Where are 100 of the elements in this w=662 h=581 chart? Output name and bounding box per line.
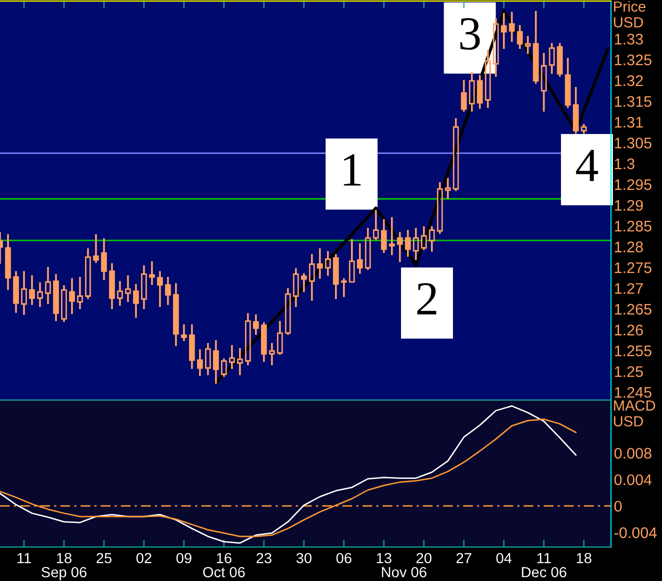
candlestick	[141, 265, 147, 310]
candlestick	[492, 18, 499, 77]
y-axis-title: MACD USD	[614, 400, 656, 426]
candlestick	[101, 238, 107, 280]
text: Nov 06	[382, 566, 426, 578]
y-tick-label: 1.25	[614, 366, 643, 378]
candlestick	[165, 276, 171, 305]
candlestick	[452, 118, 459, 192]
y-tick-label: 1.275	[614, 262, 652, 274]
y-tick-label: 1.265	[614, 304, 652, 315]
candlestick	[181, 324, 187, 342]
candlestick	[428, 226, 435, 252]
x-tick-label: 13	[376, 552, 392, 564]
candlestick	[93, 234, 99, 263]
candlestick	[508, 12, 515, 42]
x-tick-label: 11	[18, 553, 31, 564]
y-tick-label: 1.255	[614, 345, 652, 356]
candlestick	[484, 50, 491, 108]
x-tick-label: 09	[176, 552, 192, 564]
annotation: 1	[344, 154, 361, 186]
y-tick-label: 1.26	[614, 324, 643, 336]
candlestick	[109, 263, 115, 310]
candlestick	[213, 340, 219, 384]
candlestick	[308, 254, 315, 301]
candlestick	[356, 243, 363, 274]
x-tick-label: 16	[216, 552, 232, 564]
candlestick	[61, 285, 67, 322]
y-tick-label: 0.004	[614, 474, 652, 486]
candlestick	[516, 25, 523, 49]
candlestick	[157, 271, 163, 307]
candlestick	[532, 10, 539, 84]
x-tick-label: 27	[456, 552, 472, 564]
candlestick	[197, 349, 203, 376]
annotation: 3	[460, 18, 480, 50]
candlestick	[53, 274, 59, 322]
candlestick	[276, 320, 283, 355]
x-tick-label: 04	[496, 552, 512, 564]
candlestick	[300, 273, 307, 292]
candlestick	[348, 239, 355, 283]
candlestick	[324, 251, 331, 276]
y-tick-label: 1.32	[614, 75, 643, 86]
candlestick	[189, 324, 195, 369]
candlestick	[173, 283, 179, 346]
candlestick	[37, 282, 43, 307]
x-tick-label: 30	[296, 552, 312, 564]
candlestick	[29, 275, 35, 305]
candlestick	[13, 271, 19, 313]
text: Sep 06	[42, 566, 86, 580]
y-tick-label: 1.295	[614, 179, 652, 190]
x-tick-label: 23	[256, 552, 272, 564]
candlestick	[69, 278, 75, 314]
y-tick-label: 1.33	[614, 34, 643, 45]
candlestick	[292, 268, 299, 307]
x-tick-label: 06	[336, 552, 352, 564]
candlestick	[372, 210, 379, 240]
y-tick-label: 1.245	[614, 386, 652, 398]
candlestick	[524, 36, 531, 54]
text: Oct 06	[203, 566, 245, 578]
y-tick-label: 1.305	[614, 138, 652, 148]
y-tick-label: 0.008	[614, 448, 652, 459]
x-tick-label: 11	[537, 553, 551, 564]
candlestick	[460, 80, 467, 112]
candlestick	[149, 261, 155, 285]
candlestick	[244, 313, 251, 366]
candlestick	[229, 345, 235, 369]
candlestick	[332, 254, 339, 300]
candlestick	[476, 74, 483, 109]
candlestick	[284, 288, 291, 335]
y-tick-label: 1.285	[614, 220, 652, 232]
x-tick-label: 18	[56, 552, 72, 564]
candlestick	[117, 281, 123, 306]
y-tick-label: 1.29	[614, 200, 643, 211]
candlestick	[85, 248, 91, 300]
candlestick	[205, 343, 211, 376]
candlestick	[133, 284, 139, 318]
y-axis-title: Price USD	[614, 1, 646, 28]
candlestick	[436, 182, 443, 234]
candlestick	[268, 343, 275, 366]
candlestick	[21, 271, 27, 315]
y-tick-label: 1.3	[614, 158, 634, 170]
candlestick	[468, 72, 475, 112]
candlestick	[45, 266, 51, 304]
x-tick-label: 25	[96, 552, 112, 564]
candlestick	[236, 348, 243, 376]
annotation: 4	[576, 150, 598, 181]
y-tick-label: -0.004	[614, 527, 657, 538]
y-tick-label: 0	[614, 500, 622, 512]
candlestick	[412, 228, 419, 260]
candlestick	[316, 248, 323, 279]
candlestick	[548, 42, 555, 74]
y-tick-label: 1.28	[614, 242, 643, 252]
candlestick	[420, 226, 427, 250]
candlestick	[221, 358, 227, 377]
y-tick-label: 1.31	[614, 116, 643, 128]
candlestick	[77, 276, 83, 310]
candlestick	[364, 228, 371, 270]
candlestick	[125, 275, 131, 302]
candlestick	[5, 234, 11, 290]
x-tick-label: 18	[576, 552, 592, 564]
y-tick-label: 1.325	[614, 54, 652, 66]
